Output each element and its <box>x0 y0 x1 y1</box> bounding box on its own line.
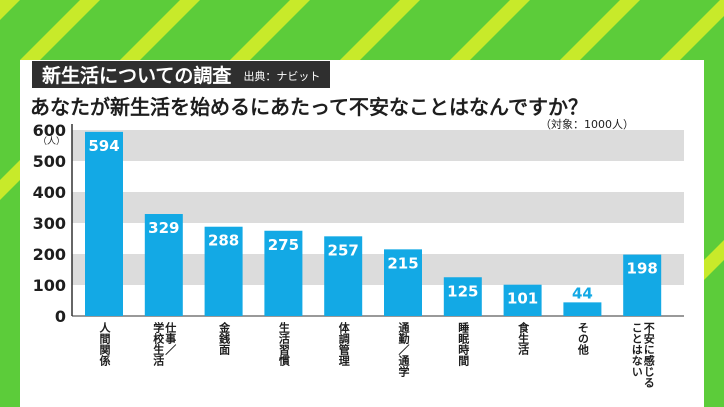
question-text: あなたが新生活を始めるにあたって不安なことはなんですか？ <box>30 95 588 119</box>
source-label: 出典：ナビット <box>243 70 321 83</box>
y-tick-label: 0 <box>55 307 66 326</box>
y-tick-label: 200 <box>33 245 66 264</box>
bar <box>85 131 123 316</box>
y-tick-label: 400 <box>33 183 66 202</box>
y-axis-unit: （人） <box>38 136 65 147</box>
sample-note: （対象：1000人） <box>540 118 634 131</box>
x-category-label: 体調管理 <box>337 322 351 366</box>
x-category-label: 睡眠時間 <box>456 322 470 366</box>
x-category-label: 生活習慣 <box>277 322 291 366</box>
bar-value-label: 125 <box>447 282 478 300</box>
bar-value-label: 101 <box>507 290 538 308</box>
bar-value-label: 594 <box>88 137 119 155</box>
bar-value-label: 198 <box>627 260 658 278</box>
x-category-label: 通勤／通学 <box>397 322 410 377</box>
x-category-label: 金銭面 <box>217 322 231 355</box>
bar-value-label: 215 <box>387 254 418 272</box>
bar-value-label: 257 <box>328 241 359 259</box>
x-category-label: 食生活 <box>516 322 530 355</box>
bar <box>204 226 243 316</box>
bar <box>264 230 303 316</box>
bar <box>324 236 363 316</box>
bar <box>563 302 602 316</box>
bar <box>384 249 422 316</box>
x-category-label: 不安に感じる ことはない <box>630 322 656 388</box>
x-category-label: その他 <box>576 322 590 355</box>
x-category-label: 人間関係 <box>98 322 111 366</box>
title-box: 新生活についての調査 出典：ナビット <box>32 61 331 88</box>
bar-value-label: 44 <box>572 284 593 302</box>
x-category-label: 仕事／ 学校生活 <box>151 322 177 366</box>
bar-value-label: 275 <box>268 236 299 254</box>
bar-value-label: 288 <box>208 232 239 250</box>
bar-value-label: 329 <box>148 219 179 237</box>
chart-panel <box>20 60 704 407</box>
bar <box>443 277 482 316</box>
y-tick-label: 600 <box>33 121 66 140</box>
survey-title: 新生活についての調査 <box>42 65 232 87</box>
grid-band <box>72 130 684 161</box>
y-tick-label: 100 <box>33 276 66 295</box>
bar <box>623 254 662 316</box>
y-tick-label: 500 <box>33 152 66 171</box>
y-tick-label: 300 <box>33 214 66 233</box>
bar <box>144 214 183 316</box>
bar <box>503 284 542 316</box>
